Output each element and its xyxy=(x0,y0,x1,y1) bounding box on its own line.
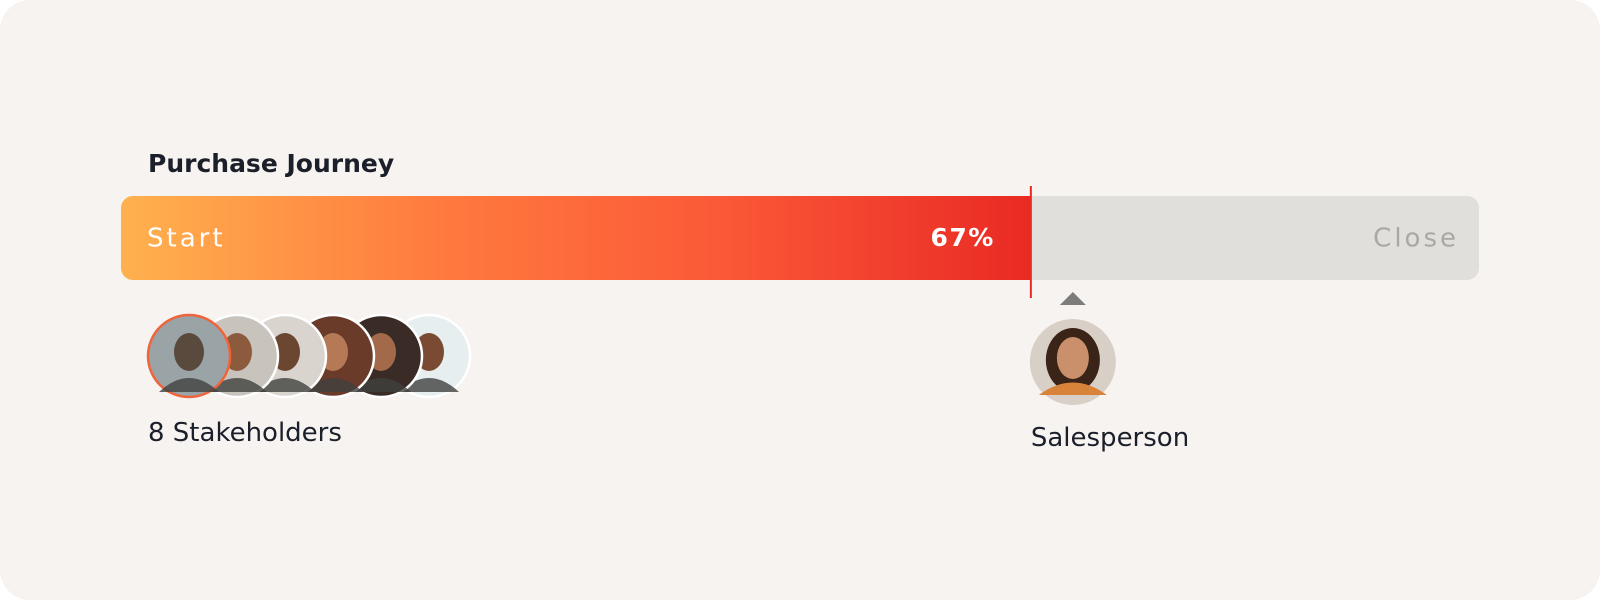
start-label: Start xyxy=(147,224,226,254)
pointer-triangle xyxy=(1059,292,1086,305)
avatar xyxy=(146,313,232,399)
salesperson-label: Salesperson xyxy=(1031,423,1189,453)
progress-bar xyxy=(121,196,1479,280)
avatar-face xyxy=(174,333,204,371)
progress-percent: 67% xyxy=(931,223,995,252)
progress-fill xyxy=(121,196,1031,280)
end-label: Close xyxy=(1373,224,1459,254)
title: Purchase Journey xyxy=(148,149,394,178)
salesperson-group: Salesperson xyxy=(1029,292,1189,453)
avatar-body xyxy=(159,378,219,392)
stakeholder-avatars xyxy=(146,313,472,399)
salesperson-body xyxy=(1038,382,1107,395)
salesperson-face xyxy=(1056,337,1089,379)
stakeholders-label: 8 Stakeholders xyxy=(148,418,342,448)
